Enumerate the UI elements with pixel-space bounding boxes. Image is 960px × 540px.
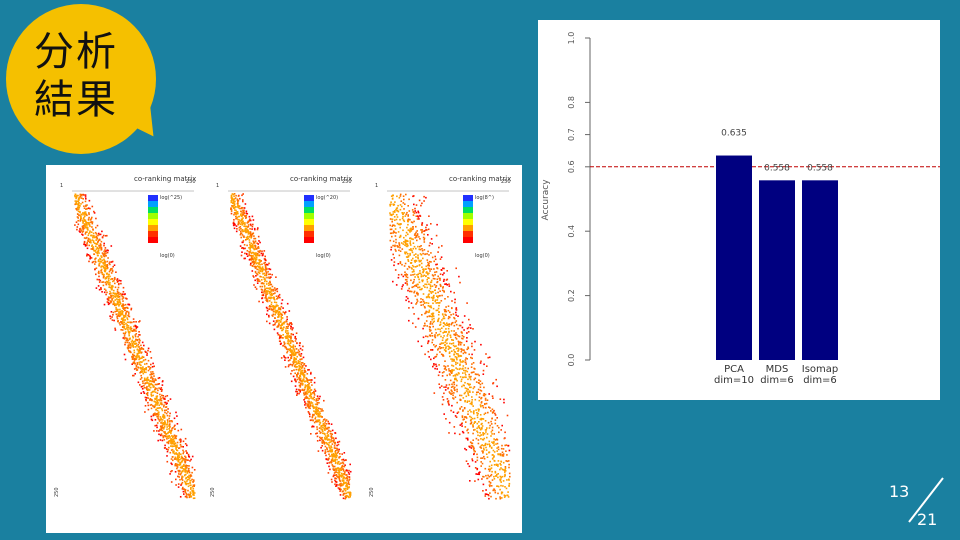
y-tick-label: 0.4 bbox=[567, 225, 576, 238]
y-tick-label: 1.0 bbox=[567, 32, 576, 45]
matrix-axis-top: 1 bbox=[60, 183, 63, 189]
legend-bottom-label: log(0) bbox=[316, 253, 331, 259]
y-tick-label: 0.7 bbox=[567, 128, 576, 141]
category-label: dim=6 bbox=[803, 375, 837, 386]
matrix-axis-bottom: 250 bbox=[210, 487, 216, 497]
matrix-color-legend: log(^25) log(0) bbox=[148, 195, 182, 259]
matrix-corner-label: 250 bbox=[501, 179, 511, 185]
matrix-cells bbox=[74, 193, 196, 500]
accuracy-bar-chart: 0.00.20.40.60.70.81.0Accuracy0.635PCAdim… bbox=[541, 32, 940, 386]
bar-value-label: 0.558 bbox=[807, 163, 833, 173]
matrix-corner-label: 250 bbox=[186, 179, 196, 185]
bar-2 bbox=[759, 180, 795, 360]
bar-1 bbox=[716, 155, 752, 360]
matrix-title: co-ranking matrix bbox=[449, 175, 511, 183]
matrix-axis-bottom: 250 bbox=[369, 487, 375, 497]
bar-value-label: 0.558 bbox=[764, 163, 790, 173]
slide-title: 分析 結果 bbox=[34, 28, 134, 124]
page-divider bbox=[908, 477, 944, 523]
legend-top-label: log(8^) bbox=[475, 195, 494, 201]
bar-value-label: 0.635 bbox=[721, 129, 747, 139]
legend-top-label: log(^25) bbox=[160, 195, 182, 201]
y-tick-label: 0.2 bbox=[567, 289, 576, 302]
matrix-corner-label: 250 bbox=[342, 179, 352, 185]
category-label: dim=6 bbox=[760, 375, 794, 386]
bar-3 bbox=[802, 180, 838, 360]
y-tick-label: 0.6 bbox=[567, 160, 576, 173]
legend-bottom-label: log(0) bbox=[160, 253, 175, 259]
y-tick-label: 0.8 bbox=[567, 96, 576, 109]
page-total: 21 bbox=[917, 510, 938, 529]
matrix-color-legend: log(^20) log(0) bbox=[304, 195, 338, 259]
category-label: MDS bbox=[766, 364, 789, 375]
matrix-cells bbox=[389, 193, 511, 500]
category-label: PCA bbox=[724, 364, 744, 375]
matrix-color-legend: log(8^) log(0) bbox=[463, 195, 494, 259]
category-label: dim=10 bbox=[714, 375, 754, 386]
accuracy-chart-panel: 0.0 0.2 0.4 0.6 0.7 0.8 1.0 Accuracy 0.635 PCA dim… bbox=[538, 20, 940, 400]
page-current: 13 bbox=[889, 482, 910, 501]
matrix-cells bbox=[230, 193, 352, 500]
y-axis-label: Accuracy bbox=[541, 179, 551, 221]
category-label: Isomap bbox=[802, 364, 839, 375]
title-line-2: 結果 bbox=[34, 77, 118, 123]
matrix-axis-bottom: 250 bbox=[54, 487, 60, 497]
matrix-title: co-ranking matrix bbox=[290, 175, 352, 183]
y-tick-label: 0.0 bbox=[567, 354, 576, 367]
matrix-axis-top: 1 bbox=[216, 183, 219, 189]
legend-bottom-label: log(0) bbox=[475, 253, 490, 259]
matrix-axis-top: 1 bbox=[375, 183, 378, 189]
legend-top-label: log(^20) bbox=[316, 195, 338, 201]
co-ranking-matrices-panel: co-ranking matrix 250 1 250 log(^25) log(0) co… bbox=[46, 165, 522, 533]
matrix-title: co-ranking matrix bbox=[134, 175, 196, 183]
title-bubble bbox=[6, 4, 156, 154]
co-ranking-matrices-figure: co-ranking matrix2501250log(^25)log(0)co… bbox=[54, 175, 511, 500]
title-line-1: 分析 bbox=[34, 29, 118, 75]
